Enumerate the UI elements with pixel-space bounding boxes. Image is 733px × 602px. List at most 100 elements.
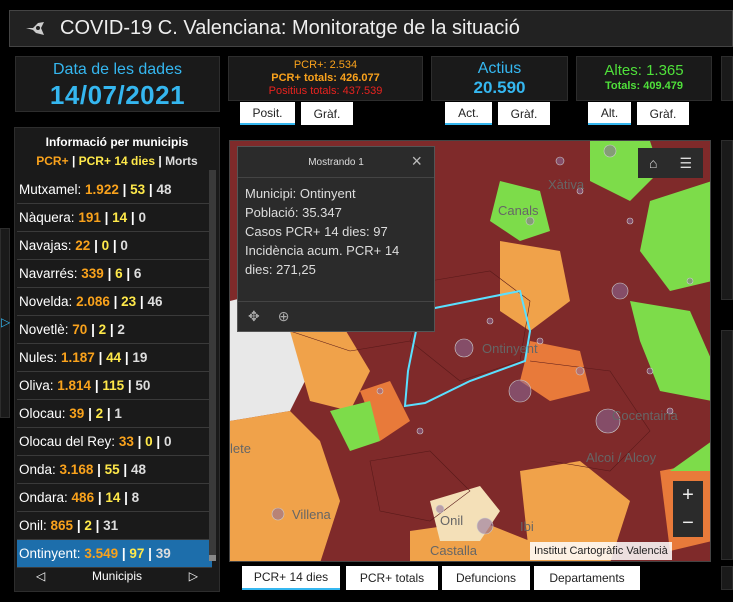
separator: | [90, 238, 102, 253]
scrollbar-thumb[interactable] [209, 555, 216, 561]
municipi-pcr: 33 [118, 434, 134, 449]
municipi-pcr14: 0 [101, 238, 110, 253]
legend-pcr14: PCR+ 14 dies [78, 154, 156, 168]
municipi-morts: 48 [156, 182, 172, 197]
close-icon[interactable]: × [411, 151, 422, 171]
move-icon[interactable]: ✥ [248, 308, 260, 324]
virus-logo-icon [26, 21, 44, 35]
separator: | [119, 462, 131, 477]
tab-pcr-totals[interactable]: PCR+ totals [346, 566, 438, 590]
municipi-name: Olocau del Rey: [19, 434, 116, 449]
popup-incidencia-value: dies: 271,25 [245, 262, 316, 277]
separator: | [127, 210, 139, 225]
popup-body: Municipi: Ontinyent Població: 35.347 Cas… [238, 178, 434, 285]
header-bar: COVID-19 C. Valenciana: Monitoratge de l… [9, 10, 733, 47]
municipi-morts: 0 [163, 434, 172, 449]
separator: | [118, 182, 131, 197]
municipi-pcr14: 2 [98, 322, 107, 337]
municipi-name: Nàquera: [19, 210, 75, 225]
tab-altes[interactable]: Alt. [588, 102, 631, 125]
list-item[interactable]: Novetlè: 70 | 2 | 2 [17, 316, 212, 344]
separator: | [100, 210, 113, 225]
municipi-name: Navarrés: [19, 266, 78, 281]
municipi-morts: 8 [131, 490, 140, 505]
municipi-morts: 1 [114, 406, 122, 421]
tab-grafic-positius[interactable]: Gràf. [301, 102, 353, 125]
list-item[interactable]: Nules: 1.187 | 44 | 19 [17, 344, 212, 372]
previous-page-icon[interactable]: ◁ [36, 569, 46, 583]
separator: | [152, 434, 164, 449]
scrollbar-track[interactable] [209, 170, 216, 560]
pcr-daily: PCR+: 2.534 [293, 59, 358, 71]
municipi-pcr14: 23 [121, 294, 137, 309]
municipi-pcr: 3.549 [84, 546, 119, 561]
municipi-pcr: 191 [78, 210, 101, 225]
municipi-name: Olocau: [19, 406, 66, 421]
left-panel-toggle[interactable]: ▷ [0, 228, 10, 418]
home-icon[interactable]: ⌂ [648, 155, 658, 171]
list-item[interactable]: Nàquera: 191 | 14 | 0 [17, 204, 212, 232]
list-item[interactable]: Oliva: 1.814 | 115 | 50 [17, 372, 212, 400]
map-toolbar: ⌂ ☰ [638, 148, 703, 178]
separator: | [136, 294, 148, 309]
map-view[interactable]: Xàtiva Canals Ontinyent Cocentaina Alcoi… [229, 140, 711, 562]
list-item[interactable]: Navajas: 22 | 0 | 0 [17, 232, 212, 260]
list-item[interactable]: Olocau: 39 | 2 | 1 [17, 400, 212, 428]
tab-actius[interactable]: Act. [445, 102, 492, 125]
zoom-to-icon[interactable]: ⊕ [277, 308, 290, 324]
municipi-morts: 46 [147, 294, 163, 309]
municipi-name: Oliva: [19, 378, 54, 393]
separator: | [120, 490, 132, 505]
municipi-pcr14: 2 [84, 518, 92, 533]
pcr-totals: PCR+ totals: 426.077 [271, 72, 380, 84]
tab-pcr-14-dies[interactable]: PCR+ 14 dies [242, 566, 340, 590]
map-canvas[interactable] [230, 141, 711, 562]
municipi-morts: 19 [132, 350, 148, 365]
separator: | [109, 238, 121, 253]
municipi-pcr14: 53 [130, 182, 146, 197]
list-item[interactable]: Onil: 865 | 2 | 31 [17, 512, 212, 540]
municipis-list: Mutxamel: 1.922 | 53 | 48 Nàquera: 191 | … [17, 176, 212, 568]
separator: | [145, 182, 157, 197]
zoom-in-button[interactable]: + [673, 481, 703, 509]
separator: | [124, 378, 136, 393]
list-item[interactable]: Mutxamel: 1.922 | 53 | 48 [17, 176, 212, 204]
list-item[interactable]: Ontinyent: 3.549 | 97 | 39 [17, 540, 212, 568]
list-icon[interactable]: ☰ [679, 154, 692, 171]
municipi-morts: 39 [155, 546, 171, 561]
separator: | [103, 406, 115, 421]
map-label-cocentaina: Cocentaina [612, 408, 678, 423]
positius-totals: Positius totals: 437.539 [268, 85, 383, 97]
separator: | [106, 322, 118, 337]
list-item[interactable]: Novelda: 2.086 | 23 | 46 [17, 288, 212, 316]
municipi-name: Onda: [19, 462, 56, 477]
municipi-morts: 31 [103, 518, 119, 533]
altes-totals: Totals: 409.479 [604, 80, 684, 92]
list-item[interactable]: Navarrés: 339 | 6 | 6 [17, 260, 212, 288]
list-item[interactable]: Ondara: 486 | 14 | 8 [17, 484, 212, 512]
separator: | [87, 322, 99, 337]
legend-morts: Morts [165, 154, 198, 168]
municipi-morts: 0 [120, 238, 128, 253]
tab-defuncions[interactable]: Defuncions [442, 566, 530, 590]
legend-separator: | [71, 154, 76, 168]
map-label-canals: Canals [498, 203, 539, 218]
list-item[interactable]: Onda: 3.168 | 55 | 48 [17, 456, 212, 484]
right-panel-edge [721, 56, 733, 101]
actius-label: Actius [477, 60, 522, 77]
tab-positius[interactable]: Posit. [240, 102, 295, 125]
separator: | [94, 350, 107, 365]
next-page-icon[interactable]: ▷ [188, 569, 198, 583]
list-item[interactable]: Olocau del Rey: 33 | 0 | 0 [17, 428, 212, 456]
tab-grafic-altes[interactable]: Gràf. [637, 102, 689, 125]
separator: | [133, 434, 146, 449]
separator: | [91, 378, 103, 393]
tab-departaments[interactable]: Departaments [534, 566, 640, 590]
municipis-legend: PCR+ | PCR+ 14 dies | Morts [15, 154, 219, 168]
zoom-out-button[interactable]: − [673, 509, 703, 537]
municipis-title: Informació per municipis [45, 135, 189, 149]
tab-grafic-actius[interactable]: Gràf. [498, 102, 550, 125]
separator: | [122, 266, 134, 281]
municipi-pcr: 1.922 [85, 182, 119, 197]
map-label-ontinyent: Ontinyent [482, 341, 538, 356]
